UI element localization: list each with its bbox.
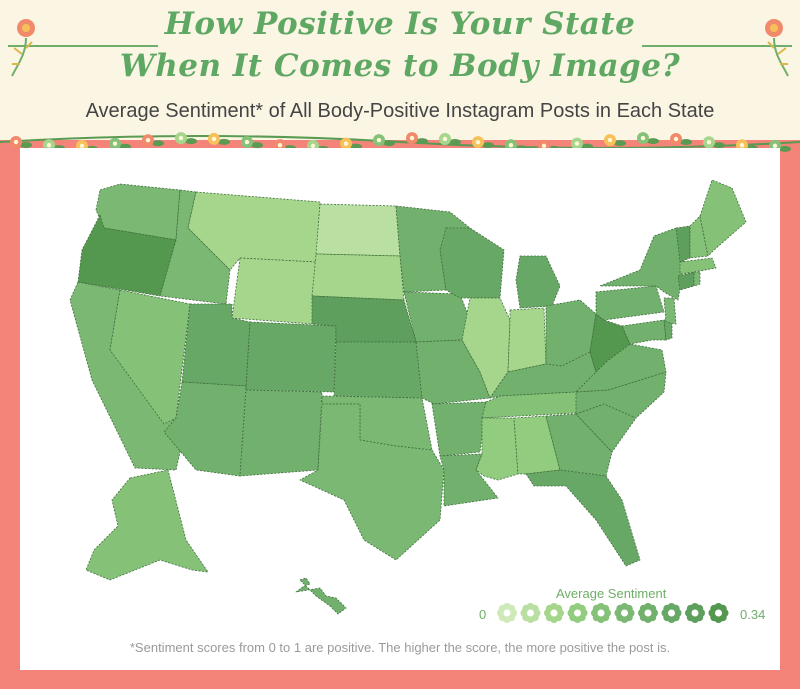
state-kansas xyxy=(333,341,423,399)
state-california xyxy=(69,281,186,471)
state-pennsylvania xyxy=(595,285,665,321)
state-south-dakota xyxy=(311,253,405,301)
state-illinois xyxy=(461,297,511,399)
state-connecticut xyxy=(677,271,695,291)
legend-swatch xyxy=(685,603,705,623)
legend-swatch xyxy=(567,603,588,623)
legend-swatch xyxy=(544,603,564,623)
left-divider xyxy=(8,45,158,47)
state-michigan xyxy=(515,255,561,309)
state-north-dakota xyxy=(315,203,401,257)
state-nebraska xyxy=(311,295,417,343)
state-new-hampshire xyxy=(689,215,709,259)
state-north-carolina xyxy=(575,371,667,419)
legend-swatch xyxy=(591,603,611,623)
legend-swatch xyxy=(708,603,729,623)
state-new-mexico xyxy=(239,389,323,477)
legend-swatch xyxy=(661,603,682,623)
state-alabama xyxy=(513,415,561,475)
state-hawaii xyxy=(295,577,347,615)
left-flower-icon xyxy=(11,19,35,77)
legend-max-label: 0.34 xyxy=(740,607,766,622)
state-alaska xyxy=(85,469,209,581)
state-arkansas xyxy=(431,401,487,457)
state-nevada xyxy=(109,289,191,425)
state-texas xyxy=(299,403,445,561)
right-flower-icon xyxy=(765,19,789,77)
state-new-jersey xyxy=(663,297,677,325)
state-colorado xyxy=(245,321,337,393)
title-line-1: How Positive Is Your State xyxy=(164,6,636,42)
state-georgia xyxy=(545,413,613,477)
state-kentucky xyxy=(489,351,597,399)
footnote: *Sentiment scores from 0 to 1 are positi… xyxy=(129,640,671,655)
state-rhode-island xyxy=(693,271,701,287)
right-divider xyxy=(642,45,792,47)
state-florida xyxy=(525,469,641,567)
state-wisconsin xyxy=(439,227,505,299)
state-iowa xyxy=(403,291,471,343)
state-massachusetts xyxy=(679,257,717,275)
state-maine xyxy=(699,179,747,257)
flower-garland-icon xyxy=(0,132,800,152)
state-indiana xyxy=(507,307,547,373)
legend-scale xyxy=(497,603,729,623)
state-maryland xyxy=(621,319,667,345)
state-new-york xyxy=(599,227,685,301)
state-mississippi xyxy=(475,417,519,481)
legend-swatch xyxy=(497,603,517,623)
legend-min-label: 0 xyxy=(479,607,487,622)
state-arizona xyxy=(163,381,247,477)
legend-swatch xyxy=(614,603,635,623)
legend-swatch xyxy=(638,603,658,623)
legend-swatch xyxy=(520,603,541,623)
state-wyoming xyxy=(231,257,317,325)
header: How Positive Is Your State When It Comes… xyxy=(0,0,800,140)
legend-title: Average Sentiment xyxy=(556,586,667,601)
title-line-2: When It Comes to Body Image? xyxy=(119,48,681,84)
subtitle: Average Sentiment* of All Body-Positive … xyxy=(85,100,715,122)
